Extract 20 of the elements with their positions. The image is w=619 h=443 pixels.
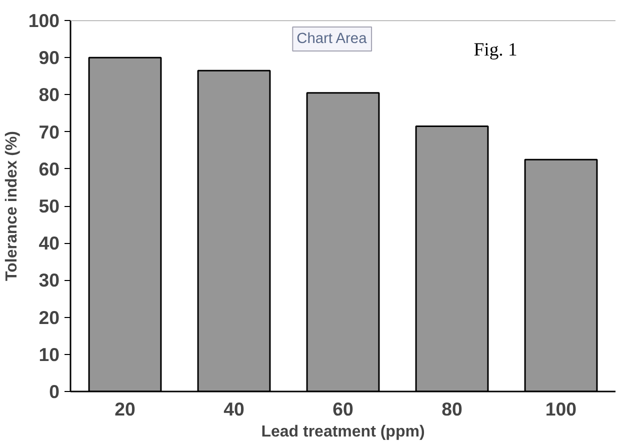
y-tick-label: 90 [38, 47, 60, 68]
y-tick-label: 60 [38, 158, 60, 180]
y-tick-label: 20 [38, 306, 60, 328]
y-tick-label: 40 [38, 232, 60, 254]
y-tick-label: 0 [49, 381, 60, 402]
annotation: Fig. 1 [474, 40, 518, 61]
y-tick-label: 30 [38, 270, 60, 291]
y-tick-label: 80 [38, 84, 60, 106]
x-tick-label: 20 [114, 398, 136, 420]
x-tick-label: 40 [224, 398, 244, 420]
y-tick-label: 100 [28, 10, 60, 31]
x-tick-label: 60 [332, 398, 354, 420]
annotation: Chart Area [296, 31, 368, 48]
x-axis-title: Lead treatment (ppm) [261, 424, 425, 440]
x-tick-label: 80 [442, 398, 462, 420]
y-tick-label: 10 [38, 344, 60, 365]
y-axis-title: Tolerance index (%) [3, 131, 20, 281]
y-tick-label: 50 [38, 196, 60, 216]
y-tick-label: 70 [38, 121, 60, 142]
x-tick-label: 100 [545, 398, 577, 420]
